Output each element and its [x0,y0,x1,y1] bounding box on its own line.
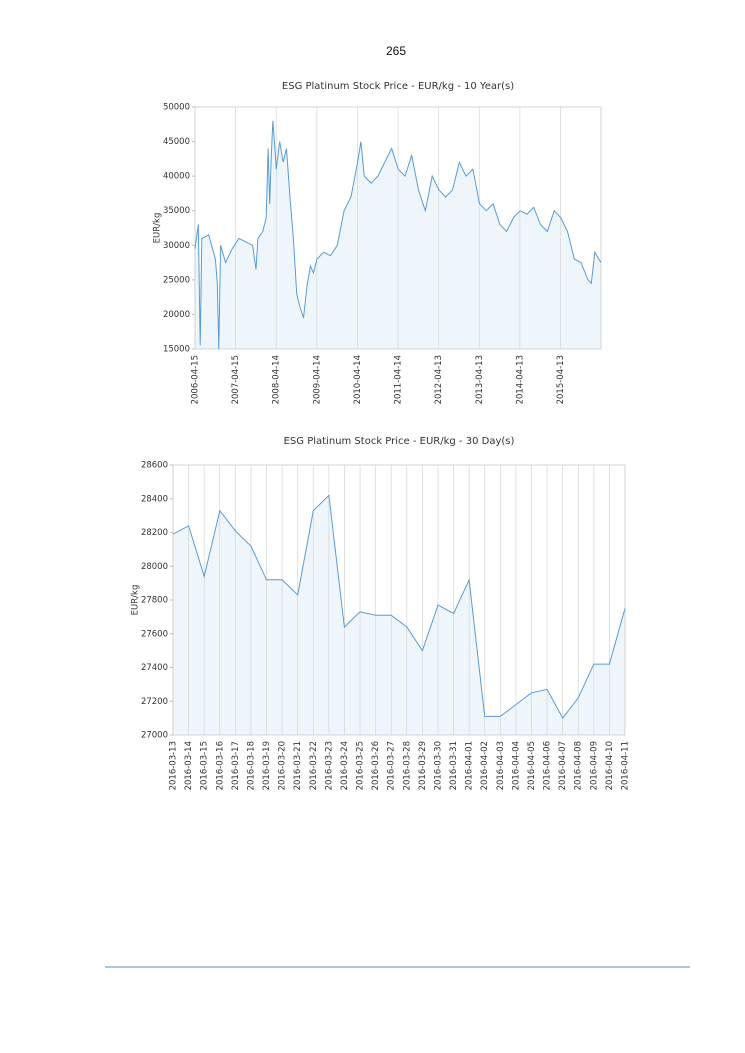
x-tick-label: 2016-03-14 [184,741,194,790]
y-tick-label: 15000 [163,345,190,355]
y-tick-label: 50000 [163,103,190,113]
chart-title: ESG Platinum Stock Price - EUR/kg - 30 D… [284,436,515,447]
x-tick-label: 2007-04-15 [231,355,241,404]
x-tick-label: 2016-04-09 [589,741,599,790]
x-tick-label: 2016-03-15 [200,741,210,790]
x-tick-label: 2016-03-24 [340,741,350,790]
price-line [194,120,602,350]
y-tick-label: 27600 [141,629,168,639]
x-tick-label: 2016-04-01 [465,741,475,790]
x-tick-label: 2016-03-29 [418,741,428,790]
y-axis-label: EUR/kg [131,585,141,616]
x-tick-label: 2016-03-21 [293,741,303,790]
y-axis-label: EUR/kg [153,213,163,244]
x-tick-label: 2016-03-30 [433,741,443,790]
x-tick-label: 2016-04-02 [480,741,490,790]
x-tick-label: 2016-03-27 [387,741,397,790]
chart-title: ESG Platinum Stock Price - EUR/kg - 10 Y… [282,81,514,92]
x-tick-label: 2016-03-20 [278,741,288,790]
y-tick-label: 20000 [163,310,190,320]
x-tick-label: 2011-04-14 [394,355,404,404]
x-tick-label: 2009-04-14 [312,355,322,404]
x-tick-label: 2016-03-19 [262,741,272,790]
y-tick-label: 30000 [163,241,190,251]
y-tick-label: 28400 [141,494,168,504]
area-fill [173,495,625,735]
y-tick-label: 27200 [141,697,168,707]
x-tick-label: 2016-03-26 [371,741,381,790]
x-tick-label: 2016-03-16 [215,741,225,790]
y-tick-label: 35000 [163,206,190,216]
y-tick-label: 27800 [141,596,168,606]
x-tick-label: 2008-04-14 [272,355,282,404]
x-tick-label: 2016-03-13 [169,741,179,790]
x-tick-label: 2016-03-22 [309,741,319,790]
y-tick-label: 27000 [141,731,168,741]
y-tick-label: 28000 [141,562,168,572]
plot-frame [172,464,626,736]
y-tick-label: 40000 [163,172,190,182]
x-tick-label: 2016-03-18 [246,741,256,790]
page-number: 265 [386,44,406,58]
x-tick-label: 2010-04-14 [353,355,363,404]
y-tick-label: 27400 [141,663,168,673]
x-tick-label: 2013-04-13 [475,355,485,404]
x-tick-label: 2016-04-10 [605,741,615,790]
x-tick-label: 2016-04-06 [543,741,553,790]
x-tick-label: 2015-04-13 [556,355,566,404]
x-tick-label: 2016-04-11 [621,741,631,790]
x-tick-label: 2016-03-17 [231,741,241,790]
plot-frame [194,106,602,350]
y-tick-label: 28600 [141,461,168,471]
x-tick-label: 2016-03-31 [449,741,459,790]
x-tick-label: 2016-04-08 [574,741,584,790]
x-tick-label: 2016-03-25 [356,741,366,790]
x-tick-label: 2016-03-23 [324,741,334,790]
x-tick-label: 2016-04-07 [558,741,568,790]
x-tick-label: 2016-04-05 [527,741,537,790]
price-line [172,494,626,720]
x-tick-label: 2016-04-04 [511,741,521,790]
x-tick-label: 2016-03-28 [402,741,412,790]
x-tick-label: 2014-04-13 [515,355,525,404]
y-tick-label: 25000 [163,275,190,285]
y-tick-label: 45000 [163,137,190,147]
x-tick-label: 2012-04-13 [434,355,444,404]
y-tick-label: 28200 [141,528,168,538]
x-tick-label: 2016-04-03 [496,741,506,790]
x-tick-label: 2006-04-15 [191,355,201,404]
